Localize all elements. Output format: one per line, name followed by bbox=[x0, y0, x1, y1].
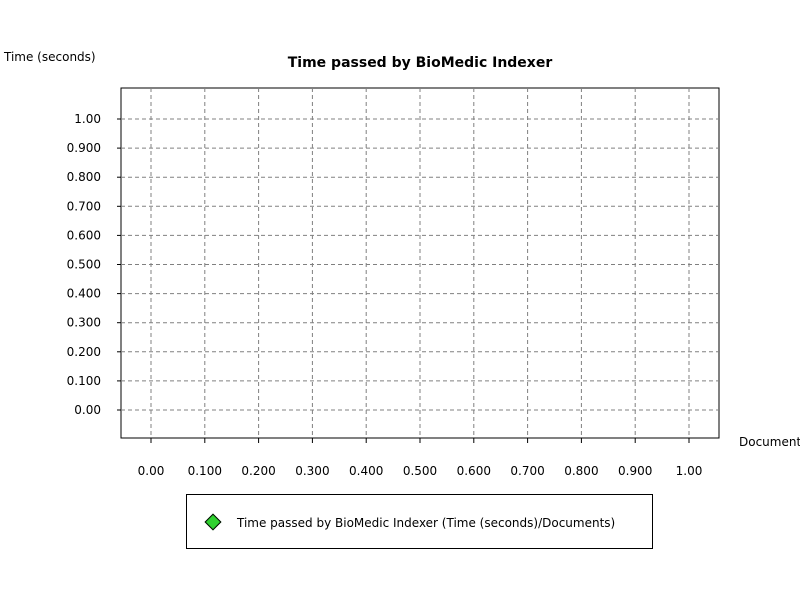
chart-title: Time passed by BioMedic Indexer bbox=[288, 55, 553, 71]
legend-diamond-icon bbox=[204, 513, 222, 531]
legend: Time passed by BioMedic Indexer (Time (s… bbox=[186, 494, 653, 549]
legend-label: Time passed by BioMedic Indexer (Time (s… bbox=[237, 516, 616, 530]
x-tick-label: 0.200 bbox=[241, 464, 275, 478]
x-tick-label: 0.600 bbox=[457, 464, 491, 478]
x-tick-label: 0.700 bbox=[510, 464, 544, 478]
y-tick-label: 0.600 bbox=[67, 228, 101, 242]
y-tick-label: 0.500 bbox=[67, 258, 101, 272]
y-tick-label: 0.00 bbox=[74, 403, 101, 417]
y-tick-label: 0.300 bbox=[67, 316, 101, 330]
y-tick-label: 0.100 bbox=[67, 374, 101, 388]
x-tick-label: 1.00 bbox=[676, 464, 703, 478]
y-tick-label: 0.900 bbox=[67, 141, 101, 155]
x-tick-label: 0.500 bbox=[403, 464, 437, 478]
y-axis-label: Time (seconds) bbox=[3, 50, 96, 64]
x-tick-label: 0.100 bbox=[188, 464, 222, 478]
y-tick-label: 0.400 bbox=[67, 287, 101, 301]
y-tick-label: 0.200 bbox=[67, 345, 101, 359]
grid-lines bbox=[121, 88, 719, 438]
x-tick-label: 0.800 bbox=[564, 464, 598, 478]
x-tick-label: 0.900 bbox=[618, 464, 652, 478]
axis-ticks: 0.00 0.100 0.200 0.300 0.400 0.500 0.600 0.700 0… bbox=[67, 112, 703, 478]
x-tick-label: 0.300 bbox=[295, 464, 329, 478]
y-tick-label: 0.800 bbox=[67, 170, 101, 184]
x-axis-label: Documents bbox=[739, 435, 800, 449]
x-tick-label: 0.00 bbox=[138, 464, 165, 478]
y-tick-label: 0.700 bbox=[67, 199, 101, 213]
y-tick-label: 1.00 bbox=[74, 112, 101, 126]
x-tick-label: 0.400 bbox=[349, 464, 383, 478]
